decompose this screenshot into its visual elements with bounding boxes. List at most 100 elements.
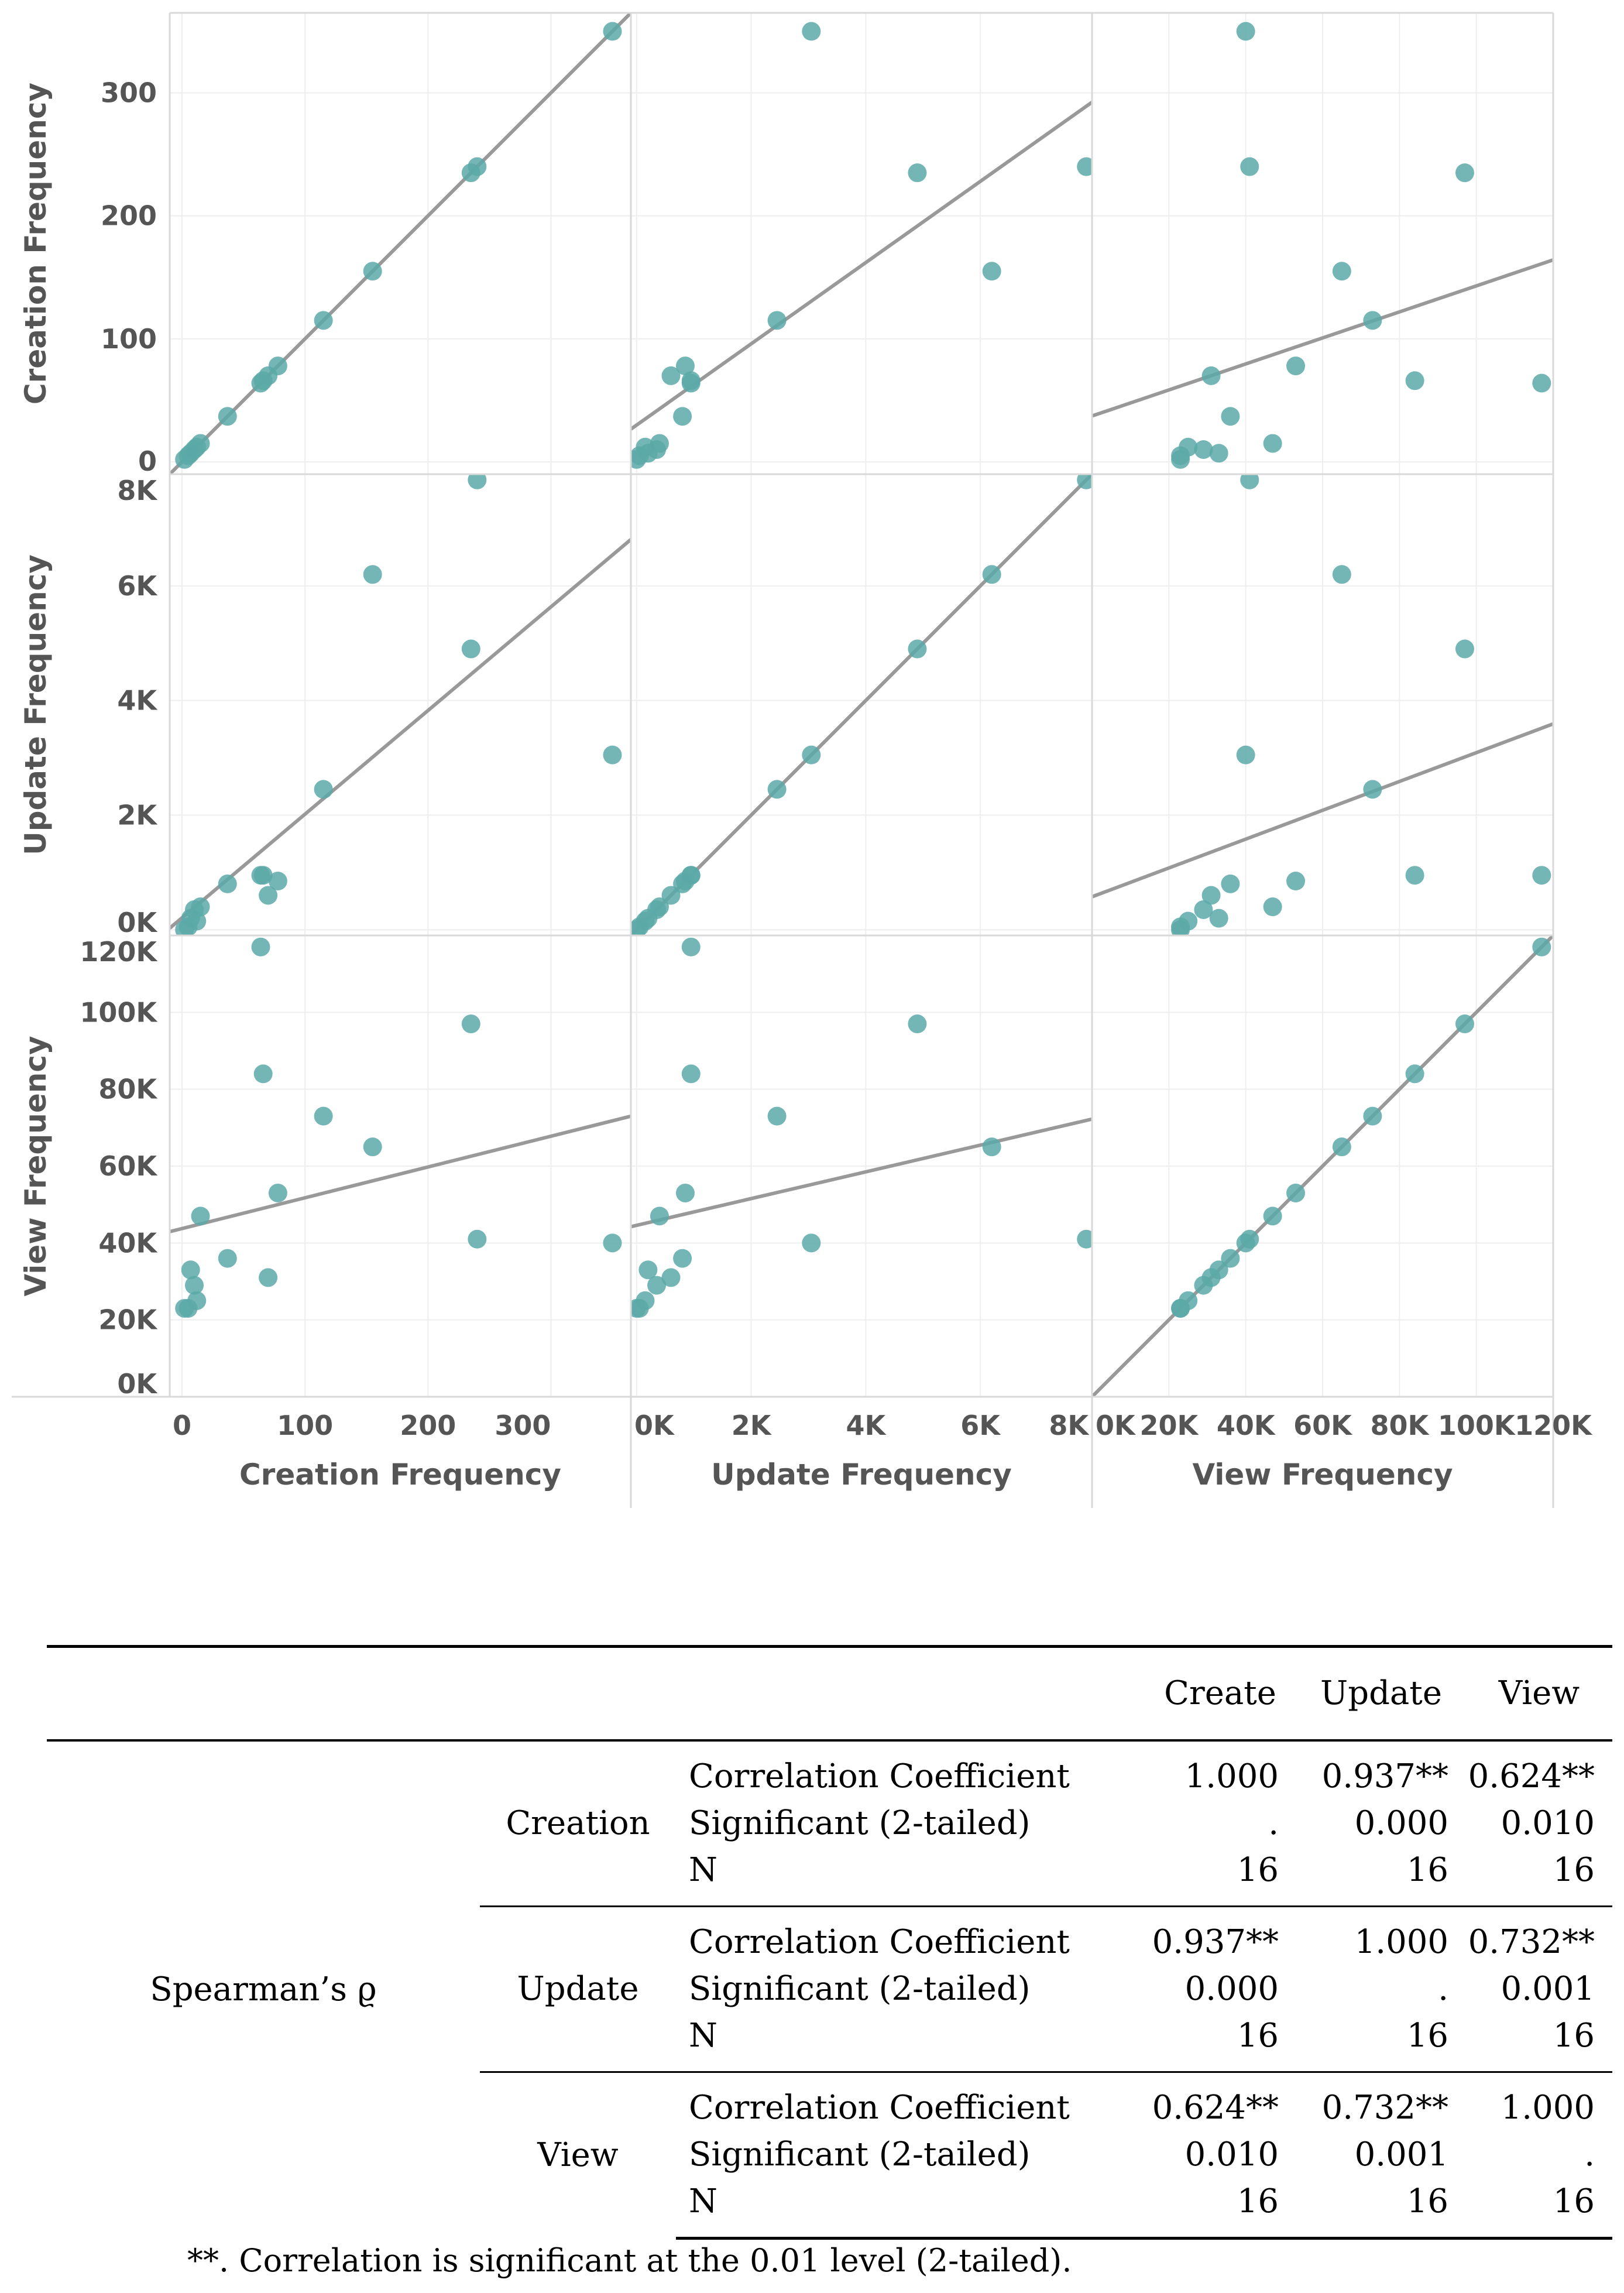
- x-tick-label: 80K: [1370, 1410, 1430, 1441]
- x-tick-label: 60K: [1293, 1410, 1353, 1441]
- data-point: [1209, 1260, 1228, 1280]
- data-point: [982, 565, 1001, 584]
- data-point: [251, 937, 270, 957]
- data-point: [982, 262, 1001, 281]
- panel-plot-area: [170, 474, 631, 935]
- panel-update-vs-creation: [170, 474, 631, 935]
- data-point: [1171, 450, 1190, 469]
- data-point: [175, 450, 194, 469]
- panel-plot-area: [631, 13, 1092, 474]
- data-point: [461, 1014, 480, 1034]
- data-point: [468, 474, 487, 489]
- panel-plot-area: [170, 13, 631, 474]
- x-tick-label: 120K: [1515, 1410, 1593, 1441]
- stat-label: Significant (2-tailed): [689, 2136, 1031, 2174]
- table-row: Spearman’s ϱ Creation Correlation Coeffi…: [47, 1740, 1612, 2008]
- panel-plot-area: [170, 935, 631, 1397]
- panel-plot-area: [1092, 474, 1553, 935]
- data-point: [1194, 1276, 1213, 1295]
- data-point: [1532, 937, 1551, 957]
- y-axis-title-view-frequency: View Frequency: [19, 1036, 53, 1296]
- data-point: [675, 357, 695, 376]
- panel-update-vs-update: [631, 474, 1092, 935]
- trend-line: [1092, 722, 1553, 899]
- data-point: [1363, 780, 1382, 799]
- cell-update-update-n: 16: [1406, 2017, 1448, 2055]
- data-point: [314, 1106, 333, 1126]
- data-point: [1077, 474, 1092, 489]
- data-point: [1236, 745, 1255, 765]
- cell-creation-view-coef: 0.624**: [1468, 1757, 1595, 1795]
- data-point: [1405, 1064, 1424, 1084]
- data-point: [1405, 371, 1424, 390]
- cell-view-create-coef: 0.624**: [1144, 2071, 1296, 2131]
- panel-creation-vs-creation: [170, 13, 631, 474]
- data-point: [675, 1183, 695, 1202]
- y-tick-label: 100K: [80, 996, 158, 1028]
- x-tick-label: 0K: [1096, 1410, 1137, 1441]
- y-tick-label: 8K: [117, 475, 158, 506]
- data-point: [1171, 920, 1190, 935]
- stat-label: Correlation Coefficient: [689, 1757, 1070, 1795]
- data-point: [1221, 407, 1240, 426]
- data-point: [1263, 897, 1282, 917]
- data-point: [1363, 311, 1382, 330]
- data-point: [1332, 1137, 1351, 1157]
- data-point: [647, 1276, 667, 1295]
- data-point: [1077, 157, 1092, 176]
- data-point: [268, 872, 287, 891]
- data-point: [1263, 434, 1282, 453]
- y-tick-label: 100: [101, 323, 157, 355]
- panel-update-vs-view: [1092, 474, 1553, 935]
- data-point: [802, 22, 821, 41]
- y-tick-label: 40K: [98, 1227, 158, 1259]
- data-point: [1332, 262, 1351, 281]
- trend-line: [170, 1114, 631, 1233]
- cell-update-view-sig: 0.001: [1501, 1970, 1595, 2008]
- data-point: [908, 163, 927, 183]
- table-row: Significant (2-tailed) 0.010 0.001 .: [47, 2131, 1612, 2178]
- data-point: [1286, 872, 1306, 891]
- data-point: [461, 163, 480, 183]
- cell-view-view-sig: .: [1584, 2136, 1595, 2174]
- data-point: [363, 262, 382, 281]
- x-tick-label: 20K: [1139, 1410, 1199, 1441]
- x-tick-label: 300: [495, 1410, 551, 1441]
- data-point: [638, 1260, 658, 1280]
- cell-creation-update-sig: 0.000: [1354, 1804, 1448, 1842]
- data-point: [1286, 357, 1306, 376]
- cell-update-view-coef: 0.732**: [1466, 1905, 1612, 1966]
- data-point: [1263, 1207, 1282, 1226]
- table-row: N 16 16 16: [47, 2178, 1612, 2240]
- cell-creation-create-sig: .: [1268, 1804, 1279, 1842]
- x-tick-label: 100K: [1438, 1410, 1516, 1441]
- stat-label: Significant (2-tailed): [689, 1804, 1031, 1842]
- row-group-label: Spearman’s ϱ: [150, 1970, 377, 2009]
- y-tick-label: 4K: [117, 685, 158, 717]
- data-point: [461, 639, 480, 659]
- data-point: [1221, 874, 1240, 893]
- y-axis-title-update-frequency: Update Frequency: [19, 554, 53, 855]
- data-point: [908, 639, 927, 659]
- data-point: [767, 311, 787, 330]
- data-point: [1455, 163, 1474, 183]
- table-row: View Correlation Coefficient 0.624** 0.7…: [47, 2071, 1612, 2238]
- cell-update-create-coef: 0.937**: [1144, 1905, 1296, 1966]
- panel-creation-vs-update: [631, 13, 1092, 474]
- x-axis-title-view-frequency: View Frequency: [1192, 1458, 1453, 1492]
- data-point: [363, 565, 382, 584]
- data-point: [175, 920, 194, 935]
- cell-creation-view-n: 16: [1553, 1851, 1595, 1889]
- x-tick-label: 100: [277, 1410, 333, 1441]
- trend-line: [631, 101, 1092, 431]
- scatterplot-matrix: 0 100 200 300 Creation Frequency 0K 2K 4K 6K 8K Up…: [12, 12, 1593, 1508]
- data-point: [767, 1106, 787, 1126]
- data-point: [1405, 866, 1424, 885]
- data-point: [185, 1276, 204, 1295]
- y-tick-label: 6K: [117, 570, 158, 602]
- data-point: [631, 1298, 646, 1318]
- data-point: [1209, 909, 1228, 928]
- data-point: [314, 780, 333, 799]
- x-tick-label: 40K: [1217, 1410, 1276, 1441]
- cell-update-create-sig: 0.000: [1184, 1970, 1279, 2008]
